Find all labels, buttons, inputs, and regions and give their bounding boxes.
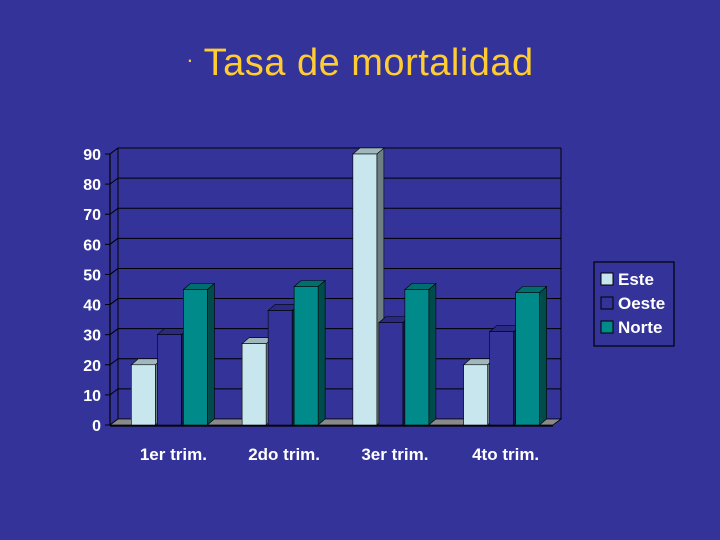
- legend-swatch-oeste: [600, 296, 614, 310]
- y-tick-label: 0: [92, 418, 101, 435]
- gridline-depth: [109, 388, 119, 396]
- x-category-label: 2do trim.: [248, 445, 320, 464]
- bar-norte-3: [404, 289, 430, 426]
- gridline-depth: [109, 207, 119, 215]
- bar-oeste-3: [378, 322, 404, 426]
- x-category-label: 3er trim.: [361, 445, 428, 464]
- bar-oeste-4: [489, 331, 514, 426]
- y-tick-label: 20: [83, 358, 101, 375]
- bar-side: [317, 279, 326, 426]
- bar-este-1: [131, 364, 156, 426]
- slide-title: Tasa de mortalidad: [203, 42, 534, 84]
- legend-swatch-este: [600, 272, 614, 286]
- gridline-depth: [109, 147, 119, 155]
- gridline-depth: [109, 177, 119, 185]
- bar-este-3: [352, 153, 378, 426]
- x-category-label: 4to trim.: [472, 445, 539, 464]
- slide-title-row: · Tasa de mortalidad: [0, 42, 720, 85]
- bar-oeste-1: [157, 334, 182, 426]
- bar-este-2: [241, 343, 267, 426]
- y-tick-label: 10: [83, 388, 101, 405]
- bar-este-4: [463, 364, 488, 426]
- legend-label-norte: Norte: [618, 318, 662, 337]
- bar-side: [539, 285, 547, 426]
- gridline-depth: [109, 328, 119, 336]
- gridline-depth: [109, 237, 119, 245]
- bars: [130, 147, 548, 426]
- gridline-depth: [109, 358, 119, 366]
- bar-norte-2: [293, 286, 319, 426]
- gridline-depth: [109, 268, 119, 275]
- legend-label-oeste: Oeste: [618, 294, 665, 313]
- bar-side: [207, 282, 215, 426]
- y-tick-label: 50: [83, 267, 101, 284]
- y-tick-labels: 0 10 20 30 40 50 60 70 80 90: [83, 147, 101, 435]
- legend-swatch-norte: [600, 320, 614, 334]
- title-bullet: ·: [186, 47, 194, 72]
- axes: [105, 148, 562, 426]
- legend: Este Oeste Norte: [593, 261, 675, 347]
- y-tick-label: 40: [83, 298, 101, 315]
- y-tick-label: 60: [83, 237, 101, 254]
- y-tick-label: 70: [83, 207, 101, 224]
- bar-side: [428, 282, 437, 426]
- y-tick-label: 30: [83, 328, 101, 345]
- bar-norte-4: [515, 292, 540, 426]
- y-tick-label: 80: [83, 177, 101, 194]
- legend-label-este: Este: [618, 270, 654, 289]
- x-category-label: 1er trim.: [140, 445, 207, 464]
- bar-oeste-2: [267, 310, 293, 426]
- chart-floor: [108, 418, 563, 427]
- gridline-depth: [109, 298, 119, 305]
- bar-norte-1: [183, 289, 208, 426]
- y-tick-label: 90: [83, 147, 101, 164]
- x-category-labels: 1er trim. 2do trim. 3er trim. 4to trim.: [140, 445, 539, 464]
